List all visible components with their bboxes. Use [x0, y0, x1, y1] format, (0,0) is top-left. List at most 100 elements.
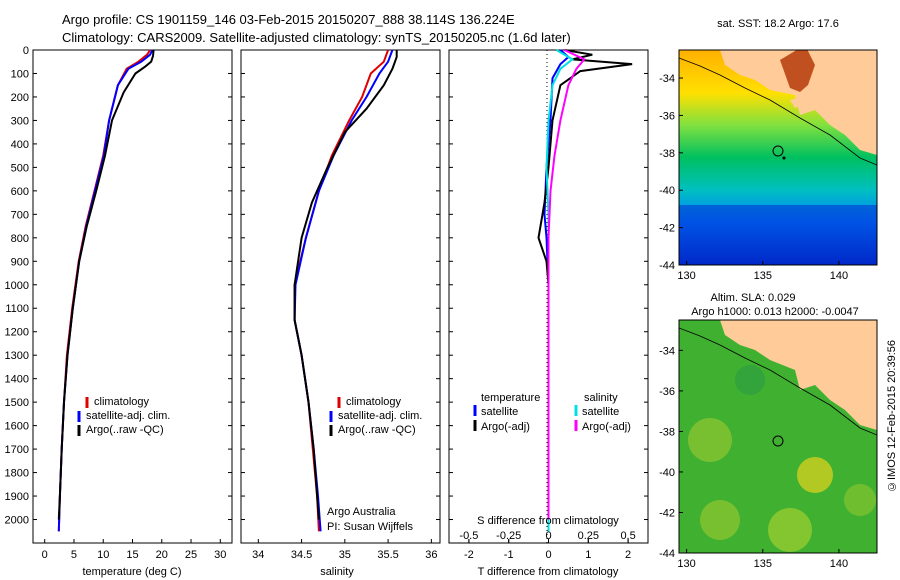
depth-tick-label: 1200	[5, 327, 29, 339]
depth-tick-label: 1500	[5, 397, 29, 409]
x-tick-label: -0.5	[459, 530, 478, 542]
map-y-tick-label: -44	[659, 548, 675, 560]
depth-tick-label: 0	[23, 45, 29, 57]
map-y-tick-label: -40	[659, 467, 675, 479]
map-y-tick-label: -36	[659, 110, 675, 122]
sst-cold-band	[679, 205, 877, 265]
sla-shelf-contour	[679, 327, 877, 436]
salinity-panel: 34 34.5 35 35.5 36 climatology satellite-adj…	[240, 49, 441, 578]
sst-island	[790, 97, 806, 108]
map-y-tick-label: -34	[659, 73, 675, 85]
depth-tick-label: 800	[11, 233, 29, 245]
x-tick-label: 10	[97, 549, 109, 561]
x-tick-label: 35.5	[377, 549, 398, 561]
legend-clim-label: climatology	[94, 396, 150, 408]
t-difference-label: T difference from climatology	[478, 566, 619, 578]
x-tick-label: 0	[42, 549, 48, 561]
x-tick-label: 0.5	[620, 530, 635, 542]
depth-tick-label: 1700	[5, 444, 29, 456]
map-x-tick-label: 140	[830, 558, 848, 570]
sst-shelf-contour	[679, 57, 877, 166]
depth-tick-label: 400	[11, 139, 29, 151]
figure-title-line1: Argo profile: CS 1901159_146 03-Feb-2015…	[62, 12, 515, 27]
figure-title-line2: Climatology: CARS2009. Satellite-adjuste…	[62, 30, 571, 45]
x-tick-label: 5	[71, 549, 77, 561]
x-tick-label: 2	[625, 549, 631, 561]
sst-map-panel: sat. SST: 18.2 Argo: 17.6 130 135 140 -34 -3…	[659, 18, 878, 282]
legend-t-argo: Argo(-adj)	[481, 421, 530, 433]
map-y-tick-label: -40	[659, 185, 675, 197]
map-y-tick-label: -38	[659, 426, 675, 438]
sla-map-title: Altim. SLA: 0.029	[711, 292, 796, 304]
x-tick-label: 30	[214, 549, 226, 561]
x-tick-label: 0	[545, 530, 551, 542]
sla-land	[720, 320, 877, 430]
map-x-tick-label: 130	[677, 558, 695, 570]
legend-s-argo: Argo(-adj)	[582, 421, 631, 433]
depth-tick-label: 1300	[5, 350, 29, 362]
sst-argo-marker	[772, 145, 784, 157]
legend-argo-label-2: Argo(..raw -QC)	[338, 424, 416, 436]
map-x-tick-label: 135	[754, 558, 772, 570]
sla-argo-marker	[772, 435, 784, 447]
depth-tick-label: 1100	[5, 303, 29, 315]
sst-map-title: sat. SST: 18.2 Argo: 17.6	[717, 18, 839, 30]
depth-tick-label: 200	[11, 92, 29, 104]
legend-sat-label: satellite-adj. clim.	[86, 410, 170, 422]
difference-legend: temperature satellite Argo(-adj) salinit…	[473, 392, 631, 433]
salinity-legend: climatology satellite-adj. clim. Argo(..…	[329, 396, 422, 436]
legend-sat-label-2: satellite-adj. clim.	[338, 410, 422, 422]
legend-s-satellite: satellite	[582, 406, 619, 418]
x-tick-label: 20	[156, 549, 168, 561]
series-line-argo-raw-qc-	[57, 49, 155, 520]
annotation-pi: PI: Susan Wijffels	[327, 521, 413, 533]
x-tick-label: -2	[464, 549, 474, 561]
depth-tick-label: 500	[11, 162, 29, 174]
legend-t-satellite: satellite	[481, 406, 518, 418]
depth-tick-label: 1000	[5, 280, 29, 292]
series-line-s-argo-adj-	[547, 49, 586, 520]
temperature-xlabel: temperature (deg C)	[82, 566, 181, 578]
depth-tick-label: 1600	[5, 421, 29, 433]
legend-argo-label: Argo(..raw -QC)	[86, 424, 164, 436]
salinity-axes-box	[240, 49, 441, 544]
temperature-panel: 0100200300400500600700800900100011001200…	[5, 45, 233, 578]
temperature-axes-box	[32, 49, 233, 544]
x-tick-label: 1	[585, 549, 591, 561]
map-y-tick-label: -36	[659, 386, 675, 398]
x-tick-label: 0.25	[578, 530, 599, 542]
sla-map-subtitle: Argo h1000: 0.013 h2000: -0.0047	[691, 306, 859, 318]
depth-tick-label: 600	[11, 186, 29, 198]
legend-salinity-head: salinity	[584, 392, 618, 404]
x-tick-label: 15	[126, 549, 138, 561]
depth-tick-label: 900	[11, 256, 29, 268]
x-tick-label: -1	[504, 549, 514, 561]
map-y-tick-label: -44	[659, 260, 675, 272]
x-tick-label: 36	[425, 549, 437, 561]
s-difference-label: S difference from climatology	[477, 515, 619, 527]
depth-tick-label: 100	[11, 68, 29, 80]
map-y-tick-label: -38	[659, 148, 675, 160]
sst-gulf-warm	[780, 50, 815, 92]
map-y-tick-label: -42	[659, 507, 675, 519]
x-tick-label: 34.5	[291, 549, 312, 561]
map-y-tick-label: -42	[659, 223, 675, 235]
x-tick-label: 34	[252, 549, 264, 561]
annotation-argo-australia: Argo Australia	[327, 506, 396, 518]
legend-clim-label-2: climatology	[346, 396, 402, 408]
map-y-tick-label: -34	[659, 345, 675, 357]
salinity-xlabel: salinity	[320, 566, 354, 578]
map-x-tick-label: 140	[830, 270, 848, 282]
depth-tick-label: 300	[11, 115, 29, 127]
x-tick-label: 25	[185, 549, 197, 561]
depth-tick-label: 2000	[5, 515, 29, 527]
map-x-tick-label: 130	[677, 270, 695, 282]
x-tick-label: 0	[545, 549, 551, 561]
depth-tick-label: 700	[11, 209, 29, 221]
x-tick-label: -0.25	[496, 530, 521, 542]
temperature-legend: climatology satellite-adj. clim. Argo(..…	[77, 396, 170, 436]
depth-tick-label: 1900	[5, 491, 29, 503]
depth-tick-label: 1400	[5, 374, 29, 386]
difference-panel: -2 -1 0 1 2 -0.5 -0.25 0 0.25 0.5 temperature sa…	[448, 49, 649, 578]
